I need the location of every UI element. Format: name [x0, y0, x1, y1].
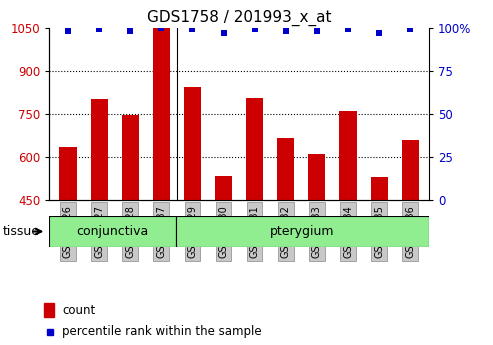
- Point: [64, 28, 72, 34]
- Bar: [153, 28, 170, 200]
- Text: count: count: [63, 304, 96, 317]
- Bar: [371, 177, 387, 200]
- Point: [406, 27, 414, 32]
- Bar: [91, 99, 107, 200]
- Text: percentile rank within the sample: percentile rank within the sample: [63, 325, 262, 338]
- Point: [344, 27, 352, 32]
- Bar: [122, 115, 139, 200]
- Text: pterygium: pterygium: [270, 225, 335, 238]
- Bar: [340, 111, 356, 200]
- Point: [282, 28, 290, 34]
- Bar: [176, 216, 429, 247]
- Point: [313, 28, 321, 34]
- Bar: [43, 303, 54, 317]
- Bar: [60, 147, 76, 200]
- Bar: [308, 154, 325, 200]
- Bar: [184, 87, 201, 200]
- Point: [251, 27, 259, 32]
- Bar: [49, 216, 176, 247]
- Point: [219, 30, 227, 36]
- Bar: [246, 98, 263, 200]
- Point: [375, 30, 383, 36]
- Title: GDS1758 / 201993_x_at: GDS1758 / 201993_x_at: [147, 10, 331, 26]
- Text: tissue: tissue: [2, 225, 39, 238]
- Bar: [402, 140, 419, 200]
- Point: [126, 28, 134, 34]
- Point: [95, 27, 103, 32]
- Bar: [277, 138, 294, 200]
- Bar: [215, 176, 232, 200]
- Point: [188, 27, 196, 32]
- Point: [157, 26, 165, 31]
- Text: conjunctiva: conjunctiva: [76, 225, 149, 238]
